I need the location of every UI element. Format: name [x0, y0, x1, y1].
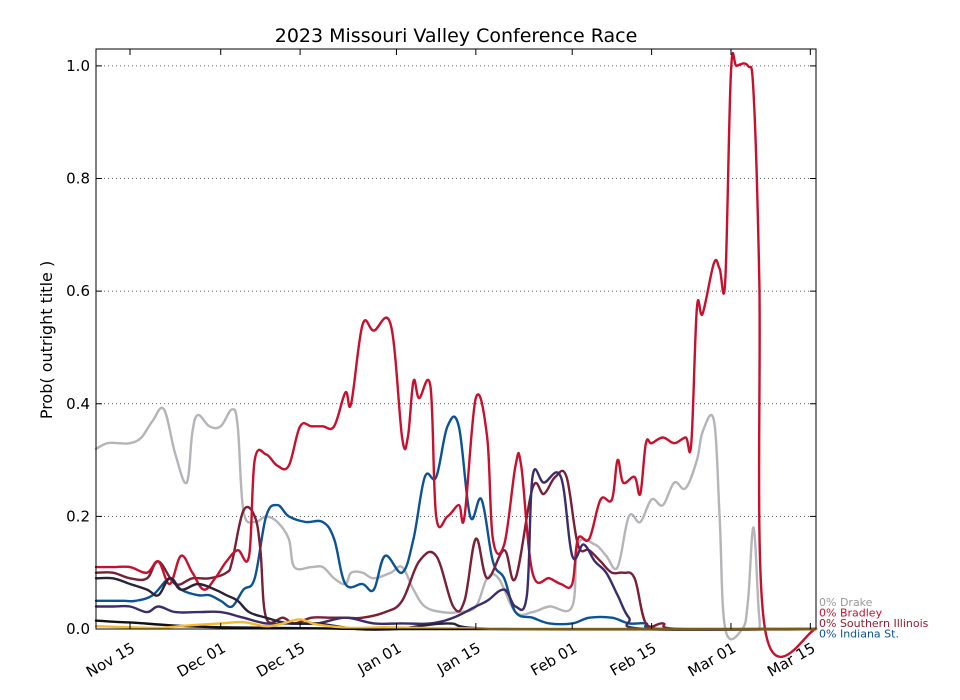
- y-tick-label: 0.4: [66, 395, 90, 413]
- legend-entry: 0% Southern Illinois: [819, 617, 929, 630]
- x-tick-label: Jan 15: [433, 639, 484, 679]
- series-line-southern-illinois: [94, 469, 818, 631]
- x-tick-label: Mar 15: [764, 639, 818, 681]
- y-tick-label: 0.8: [66, 170, 90, 188]
- x-tick-label: Feb 01: [528, 639, 581, 680]
- x-tick-label: Dec 01: [174, 639, 229, 681]
- x-tick-label: Nov 15: [83, 639, 138, 681]
- plot-area-frame: [95, 48, 817, 630]
- y-tick-label: 0.2: [66, 507, 90, 525]
- legend-entry: 0% Indiana St.: [819, 628, 899, 641]
- x-tick-label: Mar 01: [685, 639, 739, 681]
- x-tick-label: Feb 15: [607, 639, 660, 680]
- legend-entry: 0% Drake: [819, 596, 873, 609]
- legend-entry: 0% Bradley: [819, 607, 883, 620]
- x-tick-label: Jan 01: [354, 639, 405, 679]
- series-line-bradley: [94, 51, 818, 659]
- gridlines: [96, 65, 816, 517]
- chart-title: 2023 Missouri Valley Conference Race: [275, 25, 638, 47]
- series-line-indiana-st-: [94, 415, 818, 631]
- y-axis-label: Prob( outright title ): [37, 261, 56, 419]
- series-line-drake: [94, 406, 818, 641]
- y-tick-label: 1.0: [66, 57, 90, 75]
- y-tick-label: 0.6: [66, 282, 90, 300]
- series-lines: [94, 51, 818, 659]
- y-tick-label: 0.0: [66, 620, 90, 638]
- x-tick-label: Dec 15: [253, 639, 308, 681]
- series-line-belmont: [94, 576, 818, 631]
- series-line-northern-iowa: [94, 468, 818, 632]
